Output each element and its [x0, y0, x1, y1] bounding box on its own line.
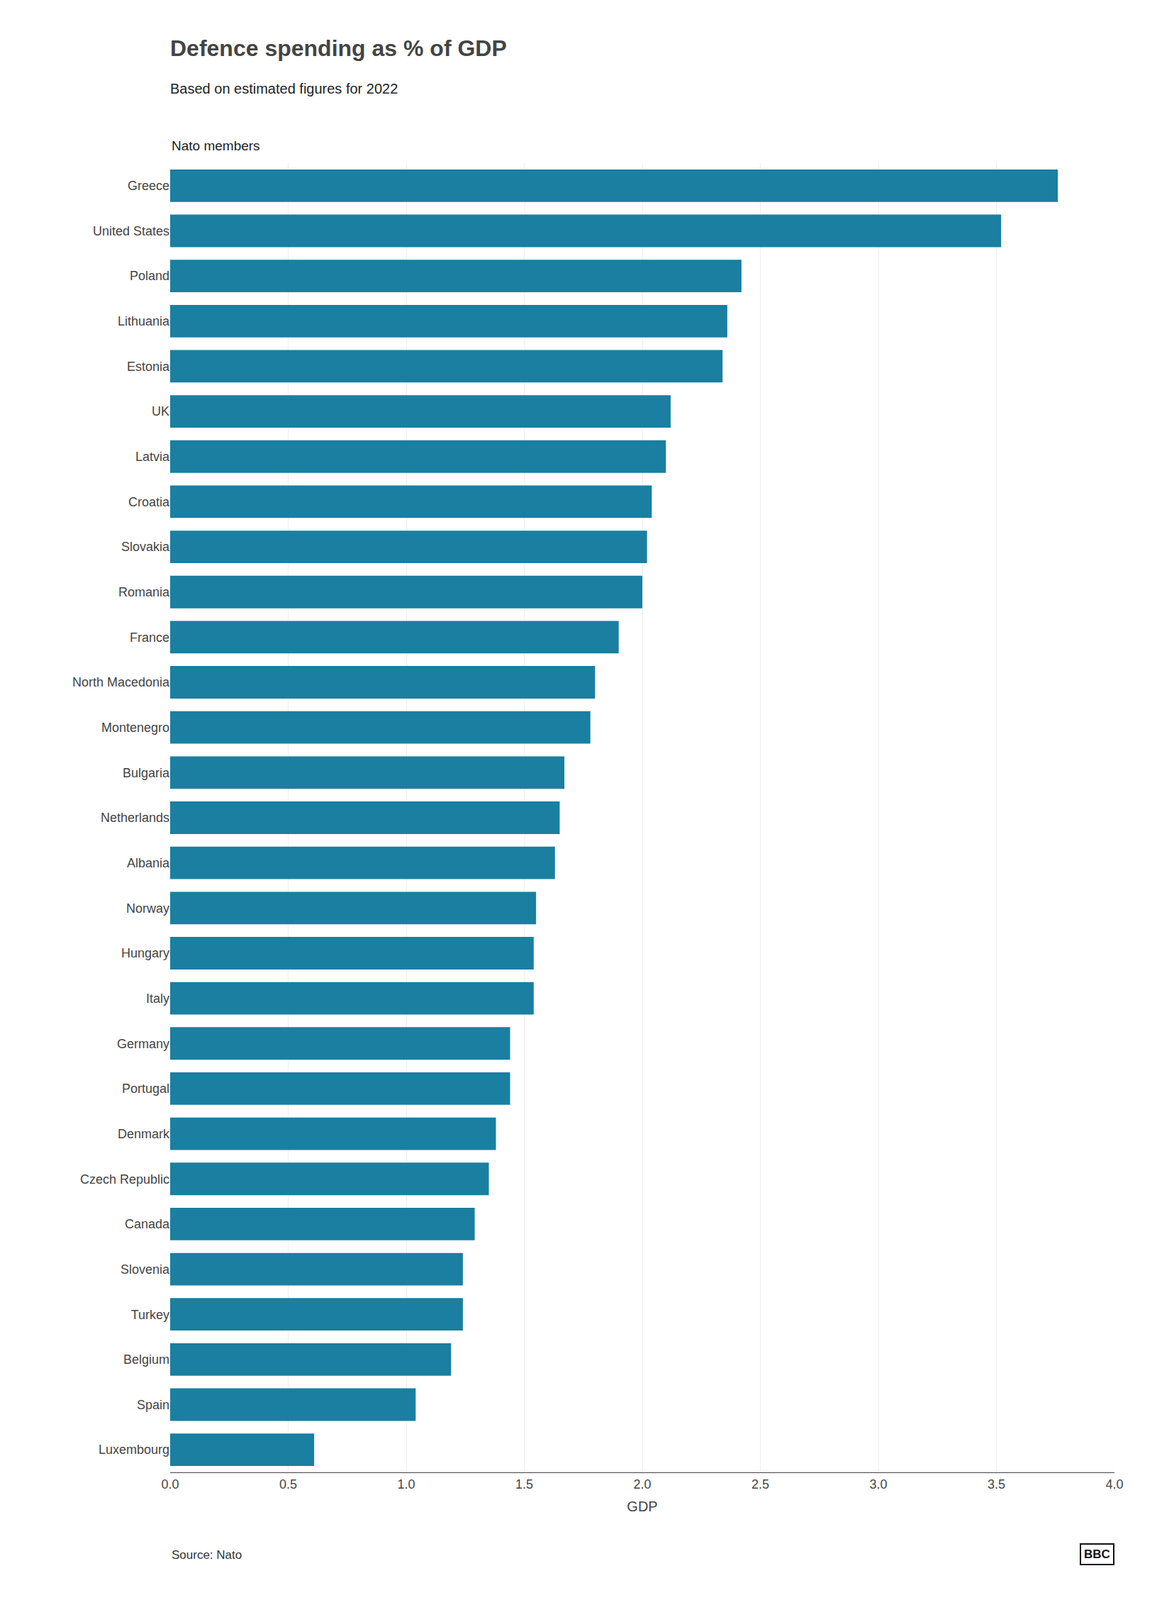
- svg-text:0.0: 0.0: [160, 1476, 179, 1491]
- svg-text:Denmark: Denmark: [117, 1126, 171, 1141]
- svg-text:Defence spending as % of GDP: Defence spending as % of GDP: [170, 35, 507, 61]
- svg-text:Croatia: Croatia: [128, 494, 171, 510]
- svg-text:1.5: 1.5: [515, 1476, 534, 1491]
- svg-text:Norway: Norway: [126, 901, 170, 916]
- svg-text:1.0: 1.0: [397, 1476, 415, 1491]
- svg-text:Source: Nato: Source: Nato: [171, 1547, 242, 1562]
- svg-text:Albania: Albania: [126, 855, 171, 870]
- svg-text:UK: UK: [151, 404, 170, 419]
- svg-text:North Macedonia: North Macedonia: [72, 674, 171, 690]
- svg-text:Romania: Romania: [118, 584, 171, 600]
- svg-text:Poland: Poland: [129, 268, 170, 283]
- svg-text:Turkey: Turkey: [131, 1307, 170, 1322]
- svg-text:United States: United States: [92, 224, 170, 239]
- svg-text:Canada: Canada: [124, 1216, 171, 1231]
- svg-text:Germany: Germany: [116, 1036, 170, 1051]
- svg-text:Latvia: Latvia: [135, 449, 171, 464]
- svg-text:Portugal: Portugal: [121, 1081, 170, 1096]
- svg-text:Greece: Greece: [127, 178, 170, 193]
- svg-text:Czech Republic: Czech Republic: [80, 1171, 170, 1187]
- svg-text:2.5: 2.5: [751, 1476, 770, 1491]
- svg-text:3.0: 3.0: [869, 1476, 887, 1491]
- svg-text:Netherlands: Netherlands: [100, 810, 170, 825]
- svg-text:2.0: 2.0: [633, 1476, 651, 1491]
- svg-text:Based on estimated figures for: Based on estimated figures for 2022: [170, 80, 398, 97]
- svg-text:GDP: GDP: [626, 1498, 658, 1514]
- svg-text:Luxembourg: Luxembourg: [98, 1441, 170, 1457]
- svg-text:Lithuania: Lithuania: [117, 314, 171, 329]
- svg-text:Nato members: Nato members: [171, 138, 261, 154]
- svg-text:Slovenia: Slovenia: [120, 1261, 171, 1277]
- svg-text:0.5: 0.5: [279, 1476, 298, 1491]
- svg-text:France: France: [129, 630, 170, 645]
- svg-text:BBC: BBC: [1083, 1546, 1111, 1561]
- svg-text:3.5: 3.5: [987, 1476, 1006, 1491]
- svg-text:Spain: Spain: [136, 1397, 170, 1412]
- svg-text:Montenegro: Montenegro: [101, 720, 170, 735]
- svg-text:4.0: 4.0: [1105, 1476, 1123, 1491]
- svg-text:Hungary: Hungary: [121, 945, 170, 960]
- svg-text:Bulgaria: Bulgaria: [122, 765, 171, 780]
- svg-text:Estonia: Estonia: [126, 359, 171, 374]
- svg-text:Italy: Italy: [146, 991, 170, 1006]
- svg-text:Slovakia: Slovakia: [121, 539, 171, 554]
- svg-text:Belgium: Belgium: [123, 1351, 170, 1367]
